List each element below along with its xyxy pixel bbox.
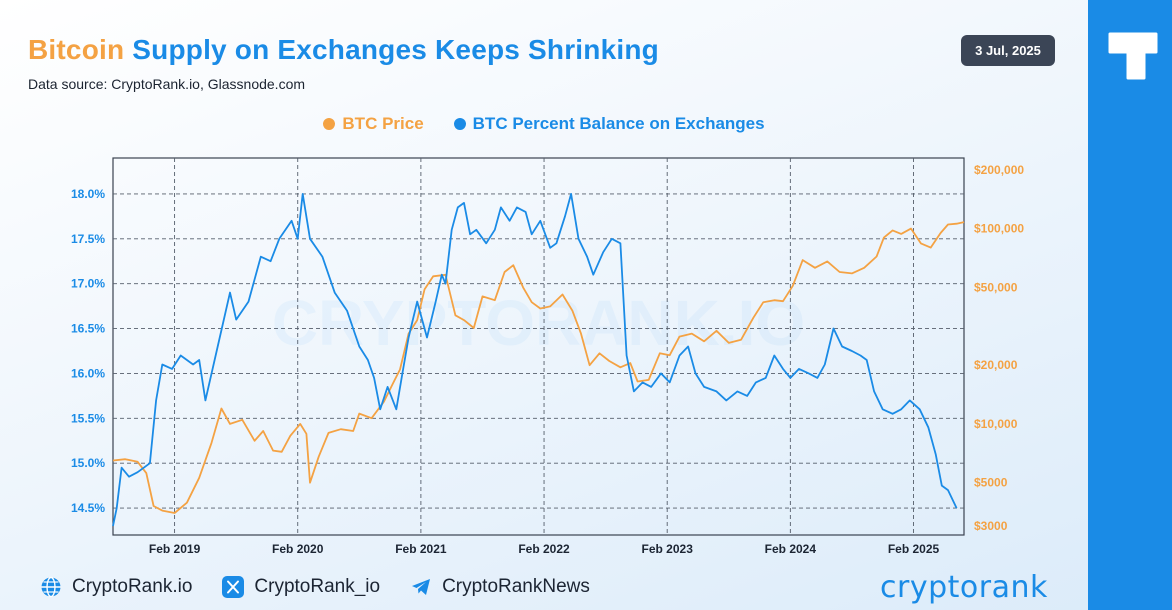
- y-right-tick-label: $20,000: [974, 358, 1018, 372]
- date-badge: 3 Jul, 2025: [961, 35, 1055, 66]
- data-source: Data source: CryptoRank.io, Glassnode.co…: [28, 76, 306, 92]
- x-tick-label: Feb 2023: [642, 542, 694, 556]
- legend-label-balance: BTC Percent Balance on Exchanges: [472, 114, 765, 133]
- chart-legend: BTC Price BTC Percent Balance on Exchang…: [0, 114, 1088, 134]
- y-left-tick-label: 16.5%: [71, 322, 105, 336]
- cryptorank-wordmark: cryptorank: [880, 570, 1048, 605]
- x-tick-label: Feb 2019: [149, 542, 201, 556]
- x-tick-label: Feb 2020: [272, 542, 324, 556]
- legend-dot-balance: [453, 118, 466, 130]
- plot-frame: [112, 157, 965, 536]
- cryptorank-logo-icon: [1108, 32, 1158, 80]
- y-left-tick-label: 17.5%: [71, 232, 105, 246]
- chart-plot: CRYPTORANK.IO 14.5% 15.0% 15.5% 16.0% 16.5% 17…: [71, 157, 1024, 556]
- y-left-tick-label: 16.0%: [71, 366, 105, 380]
- y-left-tick-label: 15.0%: [71, 456, 105, 470]
- legend-dot-price: [323, 118, 336, 130]
- y-right-tick-label: $50,000: [974, 280, 1018, 294]
- y-left-tick-label: 15.5%: [71, 411, 105, 425]
- x-tick-label: Feb 2024: [765, 542, 817, 556]
- y-right-tick-label: $10,000: [974, 417, 1018, 431]
- title-accent: Bitcoin: [28, 34, 125, 65]
- y-left-tick-label: 14.5%: [71, 501, 105, 515]
- y-right-tick-label: $3000: [974, 519, 1008, 533]
- y-left-tick-label: 17.0%: [71, 277, 105, 291]
- y-left-tick-label: 18.0%: [71, 187, 105, 201]
- footer-links: CryptoRank.io CryptoRank_io CryptoRankNe…: [40, 576, 590, 598]
- legend-label-price: BTC Price: [342, 114, 424, 133]
- watermark-text: CRYPTORANK.IO: [272, 287, 805, 359]
- globe-icon: [41, 576, 61, 598]
- x-tick-label: Feb 2022: [518, 542, 570, 556]
- series-line-btc-balance: [112, 193, 958, 527]
- title-rest: Supply on Exchanges Keeps Shrinking: [132, 34, 659, 65]
- telegram-icon: [412, 579, 431, 595]
- footer-telegram-label: CryptoRankNews: [442, 576, 590, 597]
- y-right-tick-label: $100,000: [974, 222, 1024, 236]
- chart-title: Bitcoin Supply on Exchanges Keeps Shrink…: [28, 34, 659, 66]
- x-tick-label: Feb 2025: [888, 542, 940, 556]
- footer-website-label: CryptoRank.io: [72, 576, 193, 597]
- x-twitter-icon: [222, 576, 245, 598]
- x-tick-label: Feb 2021: [395, 542, 447, 556]
- legend-item-price: BTC Price: [323, 114, 424, 134]
- footer-telegram[interactable]: CryptoRankNews: [410, 576, 590, 598]
- footer-twitter-label: CryptoRank_io: [254, 576, 381, 597]
- series-line-btc-price: [112, 221, 965, 514]
- y-right-tick-label: $5000: [974, 476, 1008, 490]
- brand-sidebar: [1088, 0, 1172, 610]
- footer-twitter[interactable]: CryptoRank_io: [222, 576, 380, 598]
- y-right-tick-label: $200,000: [974, 163, 1024, 177]
- legend-item-balance: BTC Percent Balance on Exchanges: [453, 114, 765, 134]
- footer-website[interactable]: CryptoRank.io: [40, 576, 192, 598]
